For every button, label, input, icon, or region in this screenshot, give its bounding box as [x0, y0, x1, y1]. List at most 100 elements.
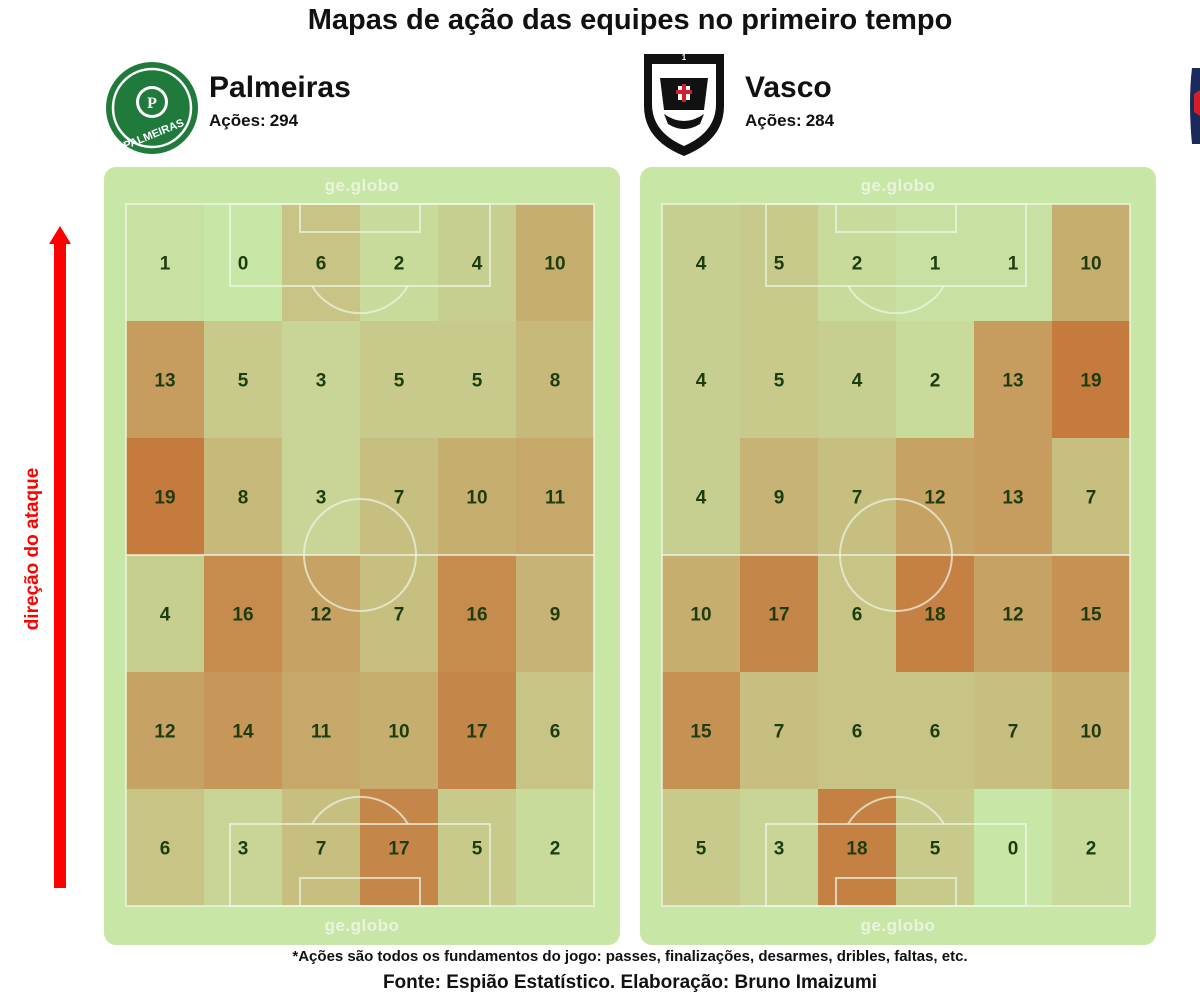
- heatmap-cell-value: 14: [232, 722, 254, 743]
- brand-watermark: ge.globo: [324, 176, 400, 195]
- vasco-crest-icon: 1: [640, 48, 728, 163]
- actions-value: 294: [269, 111, 299, 130]
- heatmap-cell: [1052, 555, 1130, 672]
- actions-label: Ações:: [209, 111, 266, 130]
- heatmap-cell-value: 4: [852, 371, 863, 392]
- heatmap-cell-value: 15: [690, 722, 712, 743]
- heatmap-cell-value: 13: [1002, 488, 1023, 509]
- heatmap-cell: [1052, 321, 1130, 438]
- heatmap-cell: [126, 789, 204, 906]
- heatmap-cell: [896, 789, 974, 906]
- heatmap-cell-value: 7: [774, 722, 785, 743]
- heatmap-cell: [662, 555, 740, 672]
- heatmap-cell-value: 4: [696, 254, 707, 275]
- heatmap-cell-value: 7: [1086, 488, 1097, 509]
- team-actions: Ações: 284: [745, 111, 834, 131]
- heatmap-cell: [662, 438, 740, 555]
- heatmap-cell-value: 17: [466, 722, 487, 743]
- heatmap-cell: [974, 672, 1052, 789]
- heatmap-cell: [126, 555, 204, 672]
- attack-direction-arrow-icon: [40, 226, 80, 895]
- heatmap-cell-value: 1: [160, 254, 171, 275]
- heatmap-cell-value: 5: [394, 371, 405, 392]
- heatmap-cell: [740, 555, 818, 672]
- heatmap-cell-value: 3: [238, 839, 249, 860]
- heatmap-cell: [204, 672, 282, 789]
- top-penalty-arc: [847, 285, 945, 315]
- heatmap-cell: [740, 321, 818, 438]
- heatmap-cell: [204, 555, 282, 672]
- heatmap-cell-value: 1: [930, 254, 941, 275]
- heatmap-cell: [818, 204, 896, 321]
- footnote: *Ações são todos os fundamentos do jogo:…: [292, 948, 968, 965]
- heatmap-cell: [204, 321, 282, 438]
- heatmap-cell: [1052, 789, 1130, 906]
- heatmap-cell-value: 3: [316, 371, 327, 392]
- heatmap-cell-value: 3: [316, 488, 327, 509]
- heatmap-cell-value: 4: [696, 488, 707, 509]
- heatmap-cell-value: 0: [1008, 839, 1019, 860]
- heatmap-cell: [974, 204, 1052, 321]
- heatmap-cell: [438, 672, 516, 789]
- heatmap-cell-value: 10: [1080, 254, 1101, 275]
- heatmap-cell: [360, 672, 438, 789]
- heatmap-cell: [662, 672, 740, 789]
- palmeiras-crest-icon: P PALMEIRAS: [104, 60, 200, 161]
- heatmap-cell-value: 15: [1080, 605, 1102, 626]
- brand-watermark: ge.globo: [324, 916, 400, 935]
- heatmap-cell: [516, 204, 594, 321]
- heatmap-cell-value: 8: [550, 371, 561, 392]
- heatmap-cell-value: 2: [852, 254, 863, 275]
- heatmap-cell-value: 5: [472, 839, 483, 860]
- heatmap-cell-value: 10: [466, 488, 487, 509]
- center-circle: [839, 498, 953, 612]
- heatmap-cells: [126, 204, 594, 906]
- heatmap-cell-value: 4: [472, 254, 483, 275]
- heatmap-cell-value: 11: [311, 722, 332, 743]
- heatmap-cell-value: 8: [238, 488, 249, 509]
- heatmap-cell: [740, 204, 818, 321]
- heatmap-pitch-vasco: ge.globo ge.globo 4 5 2 1 1 10 4 5 4 2 13 19 4 9 7 12 13…: [640, 167, 1156, 945]
- heatmap-cell-value: 12: [924, 488, 945, 509]
- heatmap-cell: [126, 672, 204, 789]
- heatmap-cell-value: 7: [394, 488, 405, 509]
- heatmap-cell: [438, 438, 516, 555]
- heatmap-cell-value: 6: [550, 722, 561, 743]
- heatmap-cell: [204, 438, 282, 555]
- top-penalty-arc: [311, 285, 409, 315]
- heatmap-cell-value: 2: [394, 254, 405, 275]
- heatmap-cell: [818, 321, 896, 438]
- brand-watermark: ge.globo: [860, 916, 936, 935]
- heatmap-cell: [662, 204, 740, 321]
- heatmap-labels: 4 5 2 1 1 10 4 5 4 2 13 19 4 9 7 12 13 7 10 17 6 18 12 15 15 7 6 6 7…: [690, 254, 1102, 860]
- heatmap-cell: [282, 672, 360, 789]
- heatmap-cell: [516, 672, 594, 789]
- heatmap-cell-value: 1: [1008, 254, 1019, 275]
- heatmap-cell-value: 3: [774, 839, 785, 860]
- heatmap-cell-value: 10: [1080, 722, 1101, 743]
- team-header-vasco: Vasco Ações: 284: [745, 73, 834, 131]
- actions-label: Ações:: [745, 111, 802, 130]
- team-header-palmeiras: Palmeiras Ações: 294: [209, 73, 351, 131]
- heatmap-cell-value: 18: [846, 839, 867, 860]
- top-goal-area: [835, 203, 957, 233]
- actions-value: 284: [805, 111, 835, 130]
- heatmap-cell-value: 10: [388, 722, 409, 743]
- bottom-goal-area: [299, 877, 421, 907]
- heatmap-cell-value: 12: [310, 605, 331, 626]
- heatmap-cell: [438, 204, 516, 321]
- attack-direction-label: direção do ataque: [22, 467, 43, 631]
- heatmap-cell: [662, 789, 740, 906]
- partial-team-crest-icon: [1172, 64, 1200, 153]
- team-actions: Ações: 294: [209, 111, 351, 131]
- heatmap-cell: [818, 438, 896, 555]
- heatmap-cell: [126, 438, 204, 555]
- heatmap-cell-value: 6: [852, 722, 863, 743]
- heatmap-cell: [282, 204, 360, 321]
- heatmap-cell: [974, 555, 1052, 672]
- heatmap-cell: [896, 672, 974, 789]
- chart-title: Mapas de ação das equipes no primeiro te…: [307, 4, 953, 36]
- heatmap-cell-value: 5: [774, 371, 785, 392]
- heatmap-cell: [126, 321, 204, 438]
